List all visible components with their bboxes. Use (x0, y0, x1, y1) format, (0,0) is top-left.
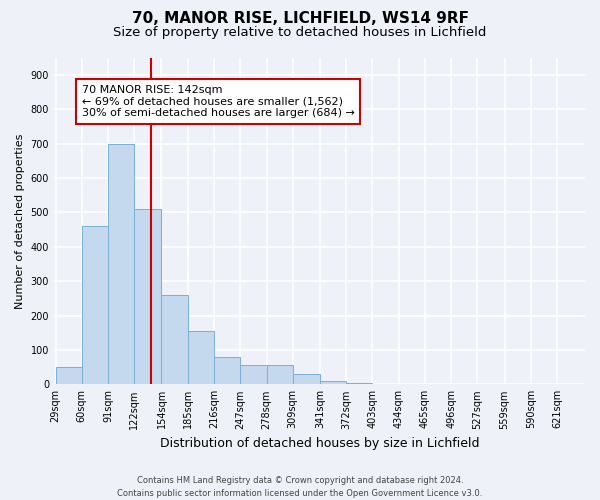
Bar (293, 374, 320, 384)
Bar (56, 367, 82, 384)
Text: 70 MANOR RISE: 142sqm
← 69% of detached houses are smaller (1,562)
30% of semi-d: 70 MANOR RISE: 142sqm ← 69% of detached … (82, 85, 355, 118)
Bar (266, 366, 293, 384)
Bar (188, 331, 214, 384)
Bar (214, 357, 240, 384)
Bar (240, 366, 266, 384)
Bar (320, 381, 346, 384)
Text: Size of property relative to detached houses in Lichfield: Size of property relative to detached ho… (113, 26, 487, 39)
Text: Contains HM Land Registry data © Crown copyright and database right 2024.
Contai: Contains HM Land Registry data © Crown c… (118, 476, 482, 498)
X-axis label: Distribution of detached houses by size in Lichfield: Distribution of detached houses by size … (160, 437, 479, 450)
Bar (134, 209, 161, 384)
Text: 70, MANOR RISE, LICHFIELD, WS14 9RF: 70, MANOR RISE, LICHFIELD, WS14 9RF (131, 11, 469, 26)
Bar (346, 382, 373, 384)
Bar (108, 144, 134, 384)
Bar (161, 295, 188, 384)
Bar (82, 226, 108, 384)
Y-axis label: Number of detached properties: Number of detached properties (15, 133, 25, 308)
